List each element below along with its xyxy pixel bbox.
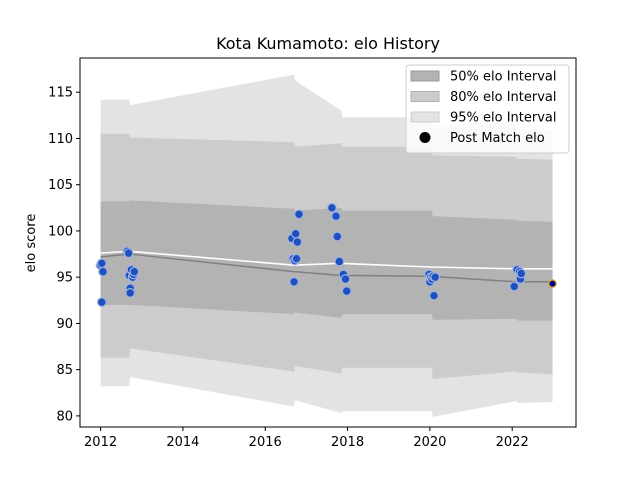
post-match-point	[341, 286, 352, 296]
post-match-point	[292, 237, 303, 247]
x-tick-label: 2022	[496, 435, 529, 450]
y-tick-label: 90	[56, 317, 73, 332]
legend-label: 80% elo Interval	[450, 90, 557, 105]
post-match-point	[334, 256, 345, 267]
y-tick-label: 85	[56, 363, 73, 378]
x-tick-label: 2014	[166, 435, 199, 450]
legend-swatch-band-95	[410, 111, 440, 123]
y-tick-label: 110	[48, 132, 73, 147]
plot-area	[95, 74, 557, 417]
y-tick-label: 80	[56, 409, 73, 424]
final-elo-point	[548, 279, 557, 288]
x-tick-label: 2016	[249, 435, 282, 450]
post-match-point	[96, 258, 107, 269]
post-match-point	[509, 281, 520, 292]
post-match-point	[98, 266, 108, 277]
post-match-point	[123, 248, 134, 259]
legend-swatch-band-80	[410, 91, 440, 102]
y-tick-label: 105	[48, 178, 73, 193]
post-match-point	[332, 231, 343, 242]
post-match-point	[125, 288, 136, 298]
post-match-point	[331, 211, 341, 222]
post-match-point	[129, 266, 140, 277]
y-axis-label: elo score	[24, 214, 39, 273]
chart-title: Kota Kumamoto: elo History	[216, 34, 440, 53]
legend-label: 95% elo Interval	[450, 111, 557, 126]
y-tick-label: 100	[48, 224, 73, 239]
legend-swatch-band-50	[410, 70, 440, 82]
legend-marker	[419, 132, 431, 143]
post-match-point	[96, 297, 107, 308]
legend: 50% elo Interval 80% elo Interval 95% elo …	[405, 64, 570, 154]
band-50-interval	[100, 200, 553, 321]
axes-frame	[79, 57, 577, 428]
y-tick-label: 115	[48, 86, 73, 101]
post-match-point	[291, 253, 302, 264]
legend-label: Post Match elo	[450, 131, 545, 146]
post-match-point	[327, 202, 337, 213]
post-match-point	[294, 209, 304, 220]
y-tick-label: 95	[56, 271, 73, 286]
x-tick-label: 2018	[331, 435, 364, 450]
legend-box	[405, 64, 570, 154]
post-match-point	[289, 276, 299, 287]
x-tick-label: 2020	[413, 435, 446, 450]
post-match-point	[430, 272, 441, 283]
post-match-point	[429, 290, 439, 301]
axes: 2012 2014 2016 2018 2020 2022 80 85 90 95 100 105 11…	[48, 57, 577, 450]
legend-label: 50% elo Interval	[450, 70, 557, 85]
post-match-point	[516, 268, 527, 279]
x-tick-label: 2012	[84, 435, 117, 450]
post-match-point	[340, 274, 351, 284]
post-match-point	[290, 228, 301, 239]
